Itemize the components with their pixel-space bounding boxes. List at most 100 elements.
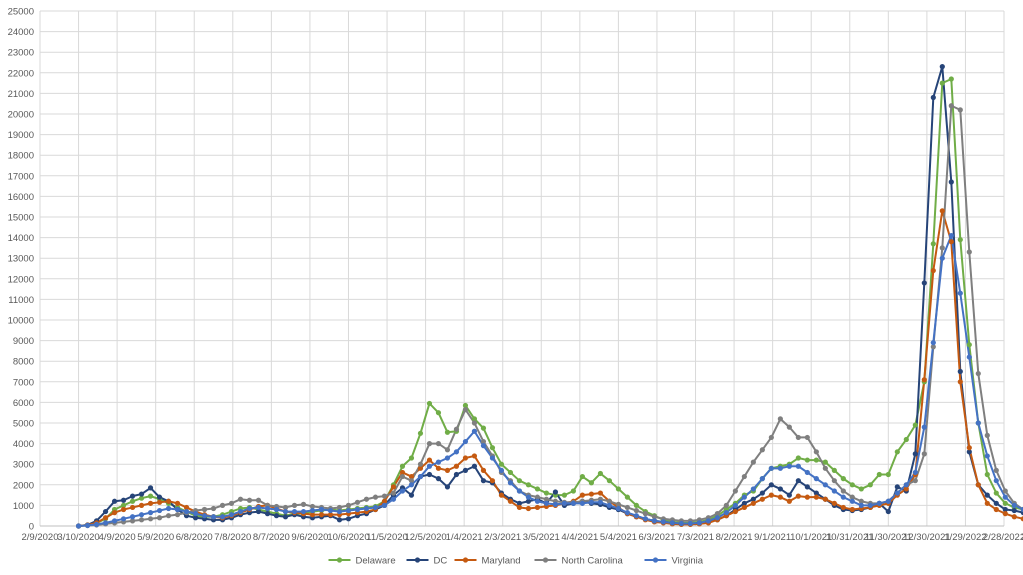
data-point-north-carolina [750,459,756,465]
data-point-maryland [129,504,136,511]
data-point-maryland [759,496,765,502]
y-tick-label: 25000 [8,7,34,18]
data-point-maryland [327,512,334,518]
data-point-dc [102,508,109,515]
data-point-virginia [660,519,666,525]
data-point-delaware [507,469,514,476]
data-point-delaware [957,237,963,243]
data-point-virginia [489,455,496,461]
x-tick-label: 9/1/2021 [754,532,791,543]
data-point-virginia [687,520,693,527]
data-point-maryland [1020,516,1023,522]
x-tick-label: 4/4/2021 [561,532,598,543]
data-point-virginia [381,502,388,508]
data-point-maryland [777,494,783,500]
data-point-virginia [804,469,810,476]
data-point-north-carolina [417,461,424,467]
data-point-maryland [183,504,190,511]
data-point-north-carolina [840,488,846,494]
data-point-north-carolina [831,478,837,484]
data-point-virginia [921,424,927,430]
data-point-north-carolina [633,507,639,514]
data-point-virginia [714,515,720,521]
data-point-north-carolina [480,438,487,445]
data-point-virginia [732,502,738,508]
y-tick-label: 8000 [13,357,34,368]
y-tick-label: 15000 [8,213,34,224]
y-tick-label: 18000 [8,151,34,162]
data-point-virginia [768,465,774,471]
data-point-virginia [336,508,343,515]
data-point-maryland [444,467,451,473]
data-point-north-carolina [471,420,478,426]
data-point-maryland [399,469,406,476]
data-point-north-carolina [813,449,819,455]
y-tick-label: 6000 [13,398,34,409]
x-tick-label: 10/1/2021 [790,532,832,543]
data-point-dc [273,513,280,519]
data-point-north-carolina [534,494,541,500]
data-point-maryland [390,484,397,490]
data-point-north-carolina [849,494,855,500]
data-point-dc [993,500,999,506]
data-point-delaware [624,494,631,500]
data-point-dc [768,482,774,488]
y-tick-label: 23000 [8,48,34,59]
legend-label-virginia: Virginia [672,556,704,567]
data-point-virginia [840,494,846,500]
data-point-dc [921,280,927,286]
data-point-virginia [417,473,424,480]
data-point-delaware [615,486,622,492]
data-point-north-carolina [354,499,361,505]
data-point-virginia [309,507,316,514]
data-point-virginia [480,443,487,449]
data-point-maryland [111,510,118,516]
data-point-north-carolina [624,504,631,511]
data-point-virginia [120,516,127,522]
data-point-maryland [120,506,127,513]
data-point-north-carolina [966,249,972,255]
data-point-north-carolina [651,514,657,520]
data-point-maryland [156,499,163,505]
data-point-virginia [993,478,999,484]
data-point-virginia [111,518,118,524]
data-point-north-carolina [741,473,747,480]
data-point-delaware [426,400,433,407]
data-point-dc [516,500,523,506]
y-tick-label: 3000 [13,460,34,471]
data-point-maryland [318,512,325,518]
x-tick-label: 10/6/2020 [327,532,369,543]
data-point-maryland [795,493,801,499]
data-point-north-carolina [930,344,936,350]
data-point-north-carolina [399,473,406,480]
data-point-virginia [264,505,271,512]
data-point-north-carolina [786,424,792,430]
legend-marker-maryland [462,557,469,563]
data-point-maryland [984,500,990,506]
data-point-virginia [957,290,963,296]
data-point-dc [255,508,262,515]
x-tick-label: 11/5/2020 [366,532,408,543]
legend-label-dc: DC [434,556,448,567]
y-tick-label: 20000 [8,110,34,121]
data-point-dc [156,494,163,500]
data-point-maryland [768,492,774,498]
data-point-virginia [291,508,298,515]
data-point-virginia [390,496,397,502]
data-point-virginia [147,510,154,516]
data-point-maryland [903,486,909,492]
data-point-virginia [813,476,819,482]
y-tick-label: 16000 [8,192,34,203]
y-tick-label: 14000 [8,233,34,244]
data-point-virginia [903,482,909,488]
data-point-maryland [102,515,109,521]
x-tick-label: 3/5/2021 [523,532,560,543]
data-point-maryland [165,498,172,504]
data-point-maryland [840,504,846,511]
y-tick-label: 7000 [13,377,34,388]
data-point-maryland [480,467,487,473]
data-point-dc [948,179,954,185]
data-point-delaware [597,470,604,477]
y-tick-label: 5000 [13,419,34,430]
data-point-dc [966,449,972,455]
